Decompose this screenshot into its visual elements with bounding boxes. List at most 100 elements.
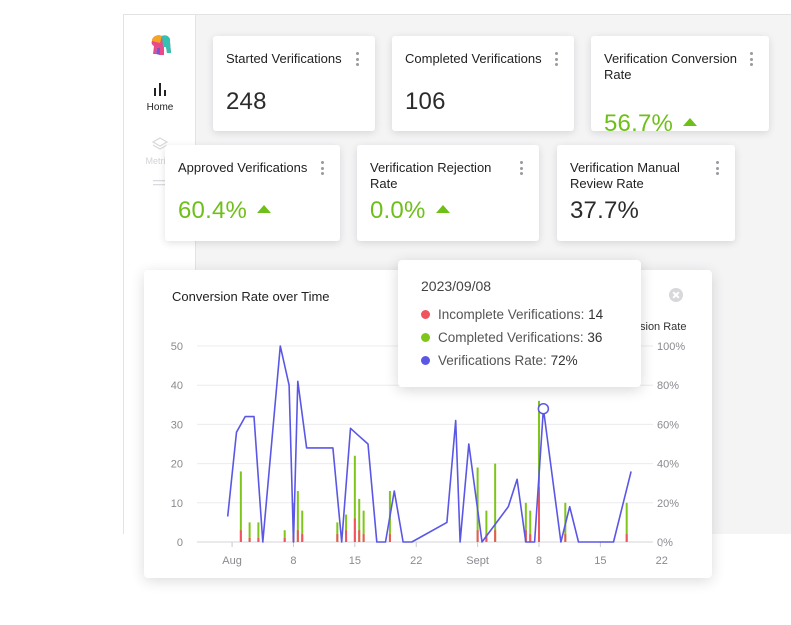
right-tick-label: 20%	[657, 498, 679, 510]
kebab-menu-icon[interactable]	[321, 161, 325, 177]
card-approved-verifications: Approved Verifications 60.4%	[165, 145, 340, 241]
bar-incomplete	[248, 538, 251, 542]
card-title: Completed Verifications	[405, 51, 542, 66]
bar-completed	[625, 502, 628, 542]
bar-completed	[257, 522, 260, 542]
tooltip-label: Verifications Rate:	[438, 353, 547, 368]
legend-dot-incomplete	[421, 310, 430, 319]
left-tick-label: 30	[171, 419, 183, 431]
kebab-menu-icon[interactable]	[716, 161, 720, 177]
bar-completed	[296, 491, 299, 542]
right-tick-label: 60%	[657, 419, 679, 431]
bar-completed	[283, 530, 286, 542]
bar-completed	[345, 514, 348, 542]
card-title: Verification Manual Review Rate	[570, 160, 680, 191]
bar-incomplete	[239, 530, 242, 542]
tooltip-row-rate: Verifications Rate: 72%	[421, 353, 578, 368]
card-title: Started Verifications	[226, 51, 342, 66]
bar-incomplete	[283, 538, 286, 542]
left-tick-label: 50	[171, 341, 183, 353]
list-icon	[153, 180, 167, 186]
bar-incomplete	[345, 530, 348, 542]
left-tick-label: 10	[171, 498, 183, 510]
card-completed-verifications: Completed Verifications 106	[392, 36, 574, 131]
bar-completed	[301, 510, 304, 542]
x-tick-label: Aug	[222, 555, 242, 567]
kebab-menu-icon[interactable]	[520, 161, 524, 177]
close-icon[interactable]	[669, 288, 683, 302]
bar-completed	[494, 463, 497, 542]
bar-incomplete	[564, 534, 567, 542]
bar-incomplete	[494, 530, 497, 542]
legend-dot-rate	[421, 356, 430, 365]
card-title: Verification Rejection Rate	[370, 160, 492, 191]
bar-chart-icon	[154, 83, 166, 96]
bar-incomplete	[353, 518, 356, 542]
bar-incomplete	[257, 538, 260, 542]
left-tick-label: 20	[171, 459, 183, 471]
bar-completed	[362, 510, 365, 542]
card-value: 106	[405, 88, 446, 115]
trend-up-icon	[257, 204, 272, 213]
nav-metrics[interactable]: Metrics	[124, 136, 196, 189]
bar-incomplete	[388, 534, 391, 542]
card-conversion-rate: Verification Conversion Rate 56.7%	[591, 36, 769, 137]
bar-completed	[248, 522, 251, 542]
nav-home-label: Home	[146, 102, 174, 113]
card-value-text: 0.0%	[370, 197, 426, 224]
chart-title: Conversion Rate over Time	[172, 289, 330, 304]
bar-completed	[353, 455, 356, 542]
trend-up-icon	[683, 117, 698, 126]
nav-metrics-label: Metrics	[145, 156, 175, 166]
right-tick-label: 0%	[657, 537, 673, 549]
tooltip-value: 14	[588, 307, 604, 322]
x-tick-label: 8	[536, 555, 542, 567]
right-axis-label: sion Rate	[640, 321, 687, 333]
card-started-verifications: Started Verifications 248	[213, 36, 375, 131]
card-manual-review-rate: Verification Manual Review Rate 37.7%	[557, 145, 735, 241]
highlight-point	[537, 402, 550, 415]
kebab-menu-icon[interactable]	[356, 52, 360, 68]
kebab-menu-icon[interactable]	[555, 52, 559, 68]
tooltip-value: 36	[587, 330, 603, 345]
layers-icon	[151, 137, 169, 150]
card-value: 248	[226, 88, 267, 115]
card-title: Verification Conversion Rate	[604, 51, 737, 82]
card-value-text: 60.4%	[178, 197, 248, 224]
brand-logo	[151, 35, 171, 55]
x-tick-label: 8	[290, 555, 296, 567]
chart-tooltip: 2023/09/08 Incomplete Verifications: 14 …	[398, 260, 641, 387]
right-tick-label: 80%	[657, 380, 679, 392]
tooltip-label: Incomplete Verifications:	[438, 307, 585, 322]
trend-up-icon	[435, 204, 450, 213]
bar-completed	[239, 471, 242, 542]
bar-incomplete	[336, 534, 339, 542]
x-tick-label: Sept	[466, 555, 489, 567]
bar-completed	[529, 510, 532, 542]
bar-incomplete	[301, 534, 304, 542]
tooltip-date: 2023/09/08	[421, 278, 492, 294]
bar-incomplete	[485, 534, 488, 542]
kebab-menu-icon[interactable]	[750, 52, 754, 68]
x-tick-label: 22	[656, 555, 668, 567]
left-tick-label: 0	[177, 537, 183, 549]
tooltip-label: Completed Verifications:	[438, 330, 584, 345]
tooltip-value: 72%	[550, 353, 578, 368]
bar-incomplete	[524, 530, 527, 542]
bar-incomplete	[529, 534, 532, 542]
nav-home[interactable]: Home	[124, 82, 196, 113]
bar-incomplete	[476, 530, 479, 542]
card-value: 60.4%	[178, 197, 272, 225]
bar-completed	[524, 502, 527, 542]
left-tick-label: 40	[171, 380, 183, 392]
bar-incomplete	[538, 487, 540, 542]
x-tick-label: 15	[594, 555, 606, 567]
card-value-text: 56.7%	[604, 110, 674, 137]
rate-line	[226, 345, 632, 543]
right-tick-label: 100%	[657, 341, 685, 353]
bar-incomplete	[358, 530, 361, 542]
bar-incomplete	[362, 534, 365, 542]
bar-incomplete	[625, 534, 628, 542]
card-value: 37.7%	[570, 197, 640, 224]
legend-dot-completed	[421, 333, 430, 342]
